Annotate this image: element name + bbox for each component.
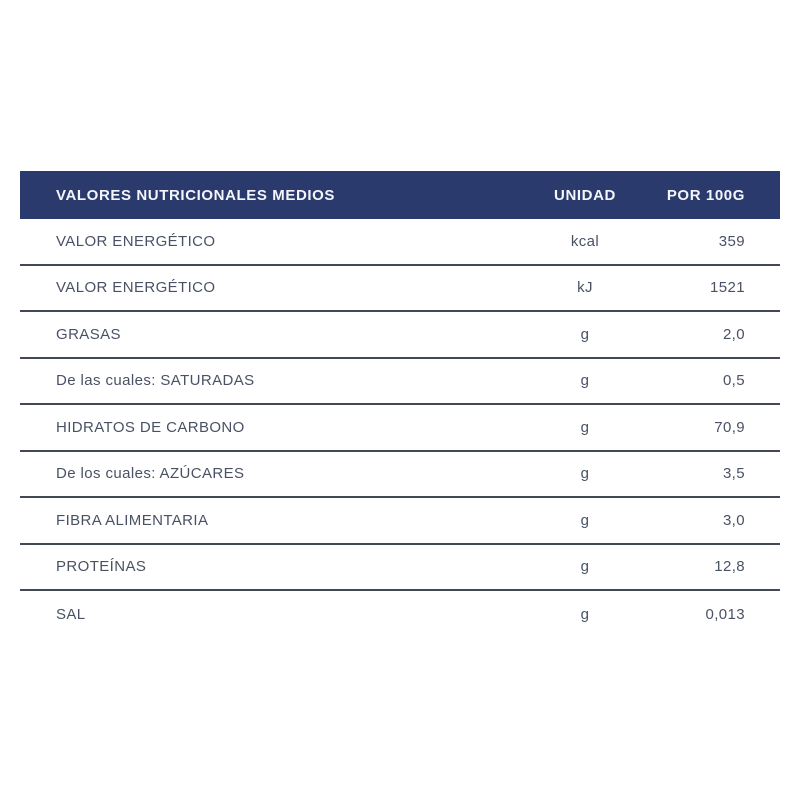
row-unit: g xyxy=(580,558,590,576)
row-unit: g xyxy=(580,605,590,623)
table-row: De las cuales: SATURADAS g 0,5 xyxy=(20,359,780,405)
row-label: FIBRA ALIMENTARIA xyxy=(56,511,209,529)
row-value: 2,0 xyxy=(722,325,745,343)
table-row: VALOR ENERGÉTICO kcal 359 xyxy=(20,219,780,266)
row-value: 0,5 xyxy=(722,372,745,390)
row-value: 12,8 xyxy=(714,558,745,576)
row-value: 3,0 xyxy=(722,511,745,529)
row-value: 70,9 xyxy=(714,418,745,436)
nutrition-table: VALORES NUTRICIONALES MEDIOS UNIDAD POR … xyxy=(20,171,780,638)
row-unit: g xyxy=(580,511,590,529)
row-value: 0,013 xyxy=(705,605,745,623)
row-value: 359 xyxy=(718,232,745,250)
table-row: HIDRATOS DE CARBONO g 70,9 xyxy=(20,405,780,452)
table-header-title: VALORES NUTRICIONALES MEDIOS xyxy=(56,186,336,204)
table-row: De los cuales: AZÚCARES g 3,5 xyxy=(20,452,780,498)
table-row: PROTEÍNAS g 12,8 xyxy=(20,545,780,591)
row-label: De las cuales: SATURADAS xyxy=(56,372,255,390)
table-row: GRASAS g 2,0 xyxy=(20,312,780,359)
row-label: SAL xyxy=(56,605,86,623)
row-label: De los cuales: AZÚCARES xyxy=(56,465,245,483)
table-row: VALOR ENERGÉTICO kJ 1521 xyxy=(20,266,780,312)
table-body: VALOR ENERGÉTICO kcal 359 VALOR ENERGÉTI… xyxy=(20,219,780,638)
table-row: SAL g 0,013 xyxy=(20,591,780,638)
table-header-row: VALORES NUTRICIONALES MEDIOS UNIDAD POR … xyxy=(20,171,780,219)
row-unit: g xyxy=(580,418,590,436)
row-unit: kJ xyxy=(577,279,593,297)
table-header-unit: UNIDAD xyxy=(554,186,616,204)
row-unit: g xyxy=(580,325,590,343)
row-label: HIDRATOS DE CARBONO xyxy=(56,418,245,436)
row-value: 1521 xyxy=(710,279,745,297)
row-label: GRASAS xyxy=(56,325,121,343)
row-unit: g xyxy=(580,372,590,390)
table-header-per-100g: POR 100G xyxy=(666,186,745,204)
row-label: PROTEÍNAS xyxy=(56,558,147,576)
table-row: FIBRA ALIMENTARIA g 3,0 xyxy=(20,498,780,545)
row-unit: g xyxy=(580,465,590,483)
row-unit: kcal xyxy=(570,232,600,250)
row-label: VALOR ENERGÉTICO xyxy=(56,232,216,250)
row-value: 3,5 xyxy=(722,465,745,483)
row-label: VALOR ENERGÉTICO xyxy=(56,279,216,297)
